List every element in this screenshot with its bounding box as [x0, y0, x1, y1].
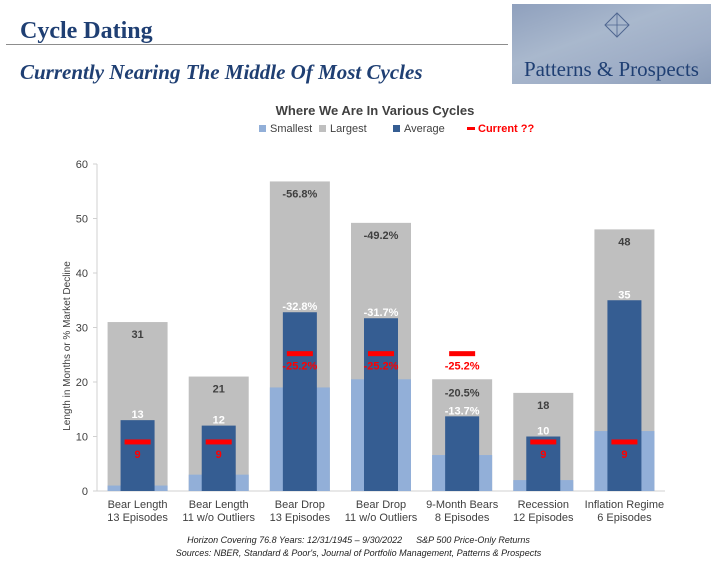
legend-swatch [393, 125, 400, 132]
average-label: 10 [537, 426, 549, 438]
current-marker [611, 439, 638, 445]
y-tick-label: 40 [76, 268, 88, 280]
average-bar [282, 312, 317, 491]
average-label: 35 [618, 289, 630, 301]
y-tick-label: 10 [76, 432, 88, 444]
largest-label: -56.8% [282, 188, 317, 200]
x-tick-label-line: 9-Month Bears [426, 499, 499, 511]
average-bar [120, 420, 155, 491]
current-marker [124, 439, 151, 445]
largest-label: 21 [213, 384, 225, 396]
x-tick-label-line: 6 Episodes [597, 512, 652, 524]
current-label: 9 [621, 449, 627, 461]
x-tick-label: Recession 12 Episodes [513, 499, 574, 524]
category-group: 31 13 9 [107, 322, 168, 491]
current-label: -25.2% [364, 361, 399, 373]
current-label: -25.2% [445, 361, 480, 373]
largest-label: 48 [618, 236, 630, 248]
page-title: Cycle Dating [20, 18, 153, 44]
average-bar [526, 436, 561, 491]
chart-title: Where We Are In Various Cycles [276, 103, 475, 118]
category-group: 21 12 9 [188, 376, 249, 491]
current-marker [449, 351, 476, 357]
diamond-icon [604, 12, 630, 38]
plot-area: 31 13 9 21 12 9 -56.8% -32.8% -25.2% -49.2% -31.7%… [107, 181, 655, 492]
y-tick-label: 20 [76, 377, 88, 389]
legend-label: Current ?? [478, 123, 535, 135]
average-bar [607, 300, 642, 491]
largest-label: 31 [131, 329, 143, 341]
page-subtitle: Currently Nearing The Middle Of Most Cyc… [20, 60, 423, 84]
current-label: 9 [216, 449, 222, 461]
current-marker [368, 351, 394, 357]
logo-text: Patterns & Prospects [524, 57, 699, 81]
y-tick-label: 60 [76, 159, 88, 171]
category-group: -56.8% -32.8% -25.2% [269, 181, 330, 491]
footer-sources: Sources: NBER, Standard & Poor's, Journa… [175, 548, 542, 558]
footer-line-1: Horizon Covering 76.8 Years: 12/31/1945 … [0, 534, 717, 547]
current-marker [205, 439, 232, 445]
average-label: -13.7% [445, 405, 480, 417]
category-group: 18 10 9 [513, 392, 574, 491]
footer-returns: S&P 500 Price-Only Returns [416, 535, 530, 545]
y-tick-label: 0 [82, 486, 88, 498]
chart: Where We Are In Various Cycles Smallest L… [62, 103, 665, 524]
x-tick-label-line: Inflation Regime [585, 499, 665, 511]
current-label: 9 [135, 449, 141, 461]
average-label: 13 [131, 409, 143, 421]
footer-horizon: Horizon Covering 76.8 Years: 12/31/1945 … [187, 535, 403, 545]
x-tick-label: Bear Length 13 Episodes [107, 499, 168, 524]
current-marker [286, 351, 313, 357]
legend-label: Smallest [270, 123, 312, 135]
legend-swatch [259, 125, 266, 132]
category-group: 48 35 9 [594, 229, 655, 491]
average-label: 12 [213, 415, 225, 427]
average-bar [364, 318, 398, 491]
x-tick-label-line: 8 Episodes [435, 512, 490, 524]
x-tick-label: Inflation Regime 6 Episodes [585, 499, 665, 524]
average-bar [445, 416, 480, 491]
x-tick-label-line: Bear Length [189, 499, 249, 511]
category-group: -20.5% -13.7% -25.2% [432, 351, 493, 491]
legend-swatch [319, 125, 326, 132]
category-group: -49.2% -31.7% -25.2% [351, 222, 411, 492]
x-tick-label-line: Recession [518, 499, 569, 511]
x-tick-label: Bear Drop 13 Episodes [270, 499, 331, 524]
logo: Patterns & Prospects [512, 4, 711, 84]
x-tick-label: Bear Length 11 w/o Outliers [182, 499, 255, 524]
current-label: -25.2% [282, 361, 317, 373]
header-divider [6, 44, 508, 45]
chart-legend: Smallest Largest Average Current ?? [259, 123, 535, 135]
x-tick-label-line: 11 w/o Outliers [182, 512, 255, 524]
x-tick-label-line: 11 w/o Outliers [345, 512, 418, 524]
x-tick-label-line: 13 Episodes [107, 512, 168, 524]
footer: Horizon Covering 76.8 Years: 12/31/1945 … [0, 534, 717, 560]
average-label: -32.8% [282, 301, 317, 313]
x-tick-label-line: Bear Drop [356, 499, 406, 511]
legend-swatch [467, 127, 475, 130]
current-marker [530, 439, 557, 445]
y-axis-label: Length in Months or % Market Decline [62, 261, 73, 431]
largest-label: -20.5% [445, 387, 480, 399]
x-tick-label: 9-Month Bears 8 Episodes [426, 499, 499, 524]
x-tick-label-line: Bear Length [108, 499, 168, 511]
y-tick-label: 30 [76, 323, 88, 335]
largest-label: -49.2% [364, 230, 399, 242]
legend-label: Average [404, 123, 445, 135]
average-label: -31.7% [364, 307, 399, 319]
y-tick-label: 50 [76, 214, 88, 226]
x-tick-label-line: 12 Episodes [513, 512, 574, 524]
current-label: 9 [540, 449, 546, 461]
largest-label: 18 [537, 400, 549, 412]
legend-label: Largest [330, 123, 367, 135]
x-tick-label-line: 13 Episodes [270, 512, 331, 524]
x-tick-label: Bear Drop 11 w/o Outliers [345, 499, 418, 524]
header: Cycle Dating Currently Nearing The Middl… [0, 0, 717, 86]
x-tick-label-line: Bear Drop [275, 499, 325, 511]
average-bar [201, 425, 236, 491]
